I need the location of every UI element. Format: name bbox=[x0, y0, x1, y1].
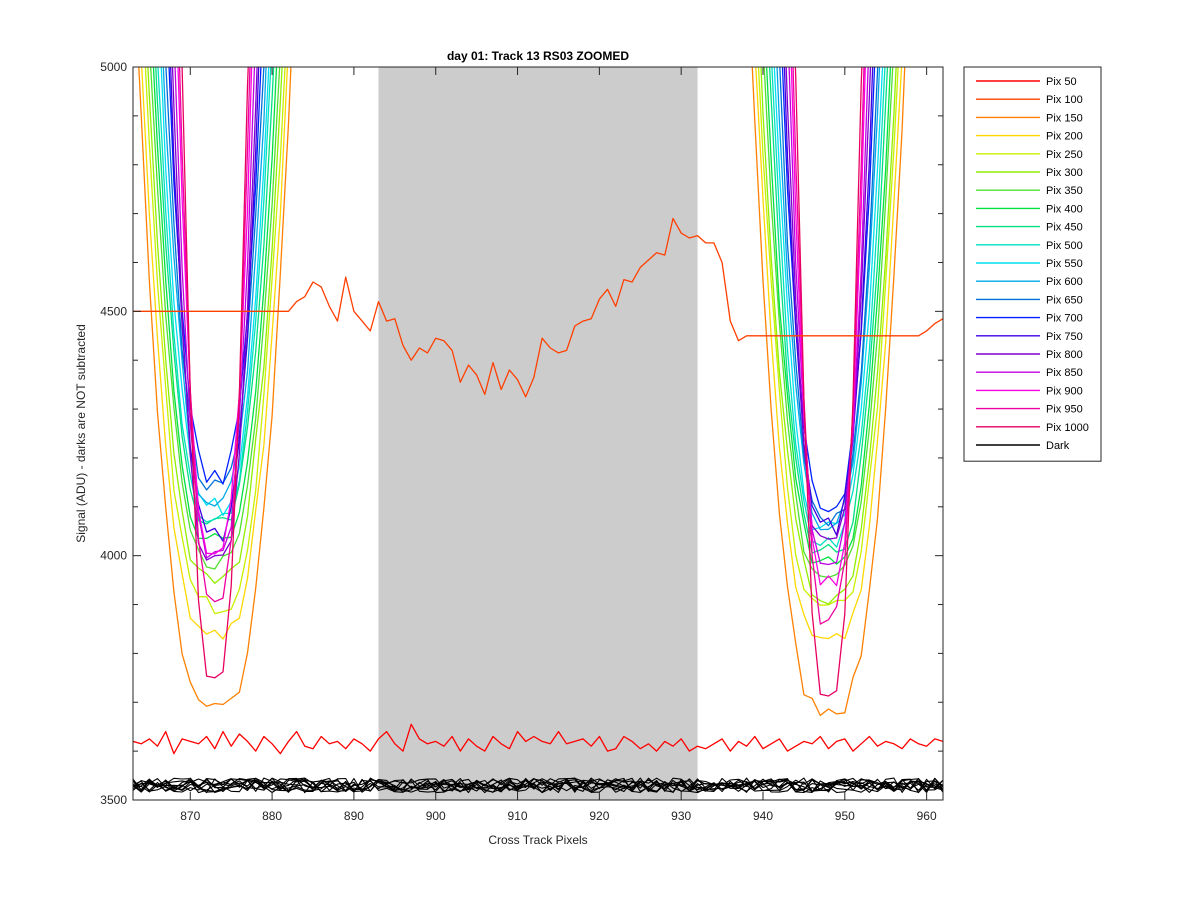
legend: Pix 50 Pix 100 Pix 150 Pix 200 Pix 250 Pix 30… bbox=[963, 66, 1102, 462]
series-pix-450-line bbox=[155, 67, 889, 554]
x-tick-label: 950 bbox=[835, 809, 855, 823]
legend-label-pix-300: Pix 300 bbox=[1046, 167, 1083, 179]
series-pix-250-line bbox=[144, 67, 899, 615]
legend-label-pix-650: Pix 650 bbox=[1046, 294, 1083, 306]
x-tick-label: 920 bbox=[589, 809, 609, 823]
legend-label-pix-700: Pix 700 bbox=[1046, 313, 1083, 325]
x-tick-label: 900 bbox=[426, 809, 446, 823]
legend-label-pix-150: Pix 150 bbox=[1046, 112, 1083, 124]
x-tick-label: 940 bbox=[753, 809, 773, 823]
legend-label-dark: Dark bbox=[1046, 440, 1070, 452]
series-pix-400-line bbox=[152, 67, 892, 565]
legend-label-pix-250: Pix 250 bbox=[1046, 149, 1083, 161]
x-tick-label: 960 bbox=[917, 809, 937, 823]
series-dark-line bbox=[133, 777, 943, 794]
legend-label-pix-500: Pix 500 bbox=[1046, 240, 1083, 252]
legend-label-pix-1000: Pix 1000 bbox=[1046, 422, 1089, 434]
legend-label-pix-200: Pix 200 bbox=[1046, 131, 1083, 143]
y-axis-label: Signal (ADU) - darks are NOT subtracted bbox=[74, 324, 88, 543]
legend-label-pix-350: Pix 350 bbox=[1046, 185, 1083, 197]
x-tick-label: 880 bbox=[262, 809, 282, 823]
series-pix-950-line bbox=[178, 67, 865, 625]
y-tick-label: 4500 bbox=[100, 304, 127, 318]
series-layer bbox=[133, 67, 943, 794]
legend-label-pix-600: Pix 600 bbox=[1046, 276, 1083, 288]
legend-label-pix-900: Pix 900 bbox=[1046, 385, 1083, 397]
legend-box bbox=[963, 66, 1102, 462]
x-tick-label: 870 bbox=[180, 809, 200, 823]
series-dark-line bbox=[133, 777, 943, 794]
axes-layer: 870 880 890 900 910 920 930 940 950 960 3500 4000 45… bbox=[100, 60, 944, 823]
legend-label-pix-450: Pix 450 bbox=[1046, 222, 1083, 234]
y-tick-label: 4000 bbox=[100, 549, 127, 563]
legend-label-pix-550: Pix 550 bbox=[1046, 258, 1083, 270]
x-tick-label: 890 bbox=[344, 809, 364, 823]
series-pix-200-line bbox=[141, 67, 903, 640]
plot-area bbox=[133, 67, 943, 800]
x-tick-label: 930 bbox=[671, 809, 691, 823]
x-tick-label: 910 bbox=[508, 809, 528, 823]
legend-label-pix-100: Pix 100 bbox=[1046, 94, 1083, 106]
legend-label-pix-800: Pix 800 bbox=[1046, 349, 1083, 361]
y-tick-label: 5000 bbox=[100, 60, 127, 74]
legend-label-pix-950: Pix 950 bbox=[1046, 404, 1083, 416]
series-pix-1000-line bbox=[181, 67, 863, 697]
series-pix-100-line bbox=[133, 217, 943, 398]
chart-title: day 01: Track 13 RS03 ZOOMED bbox=[447, 49, 629, 63]
series-pix-150-line bbox=[138, 67, 906, 717]
legend-label-pix-50: Pix 50 bbox=[1046, 76, 1077, 88]
axes-box bbox=[132, 66, 944, 801]
series-pix-300-line bbox=[147, 67, 897, 605]
legend-label-pix-750: Pix 750 bbox=[1046, 331, 1083, 343]
series-pix-700-line bbox=[168, 67, 876, 513]
series-pix-50-line bbox=[133, 723, 943, 755]
legend-label-pix-850: Pix 850 bbox=[1046, 367, 1083, 379]
legend-label-pix-400: Pix 400 bbox=[1046, 203, 1083, 215]
series-pix-350-line bbox=[150, 67, 894, 579]
x-axis-label: Cross Track Pixels bbox=[488, 833, 587, 847]
y-tick-label: 3500 bbox=[100, 793, 127, 807]
series-dark-line bbox=[133, 777, 943, 794]
shaded-region bbox=[378, 67, 698, 800]
